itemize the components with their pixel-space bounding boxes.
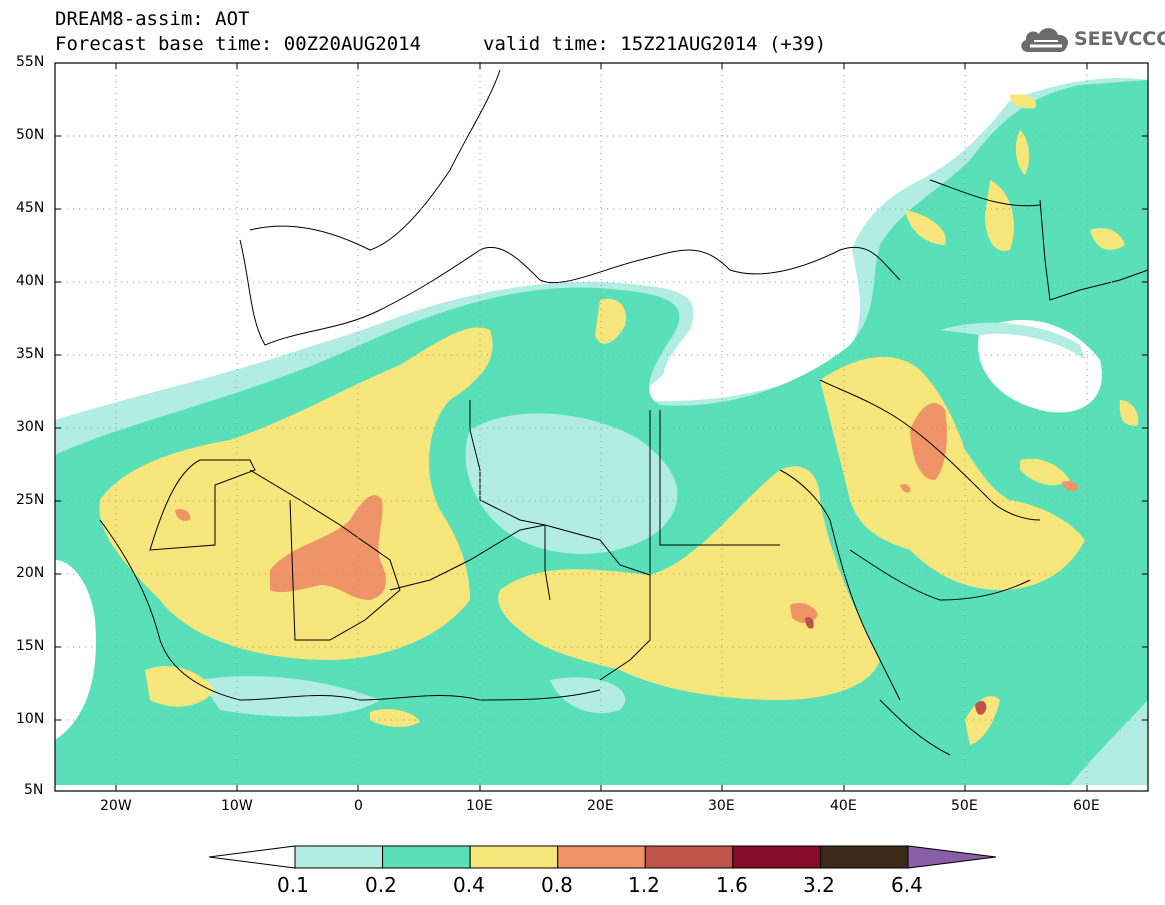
country-borders: [99, 69, 1148, 756]
colorbar-label-1-6: 1.6: [716, 873, 748, 897]
cloud-logo-icon: [1021, 28, 1069, 52]
colorbar-segment-5: [732, 845, 821, 869]
lon-label-30e: 30E: [708, 798, 735, 814]
logo-text: SEEVCCC: [1074, 28, 1165, 50]
colorbar-segment-0: [294, 845, 384, 869]
colorbar-segment-6: [819, 845, 909, 869]
colorbar-segment-4: [644, 845, 734, 869]
colorbar-label-0-4: 0.4: [453, 873, 485, 897]
colorbar-segment-1: [382, 845, 471, 869]
colorbar-label-6-4: 6.4: [891, 873, 923, 897]
aot-contour-0-4: [99, 94, 1139, 745]
map-title: DREAM8-assim: AOT: [55, 8, 250, 30]
aot-contour-1-2: [805, 617, 987, 715]
lat-label-30n: 30N: [16, 419, 45, 435]
lat-label-5n: 5N: [24, 782, 44, 798]
seevccc-logo: SEEVCCC: [1018, 22, 1165, 58]
lon-label-10w: 10W: [221, 798, 253, 814]
colorbar: [208, 845, 997, 869]
colorbar-over-triangle: [907, 845, 997, 869]
lat-label-50n: 50N: [16, 127, 45, 143]
lat-label-15n: 15N: [16, 638, 45, 654]
colorbar-label-0-2: 0.2: [365, 873, 397, 897]
forecast-base-time: Forecast base time: 00Z20AUG2014: [55, 33, 422, 55]
lat-label-25n: 25N: [16, 492, 45, 508]
lon-label-20e: 20E: [587, 798, 614, 814]
axis-ticks: [55, 62, 1148, 792]
lat-label-20n: 20N: [16, 565, 45, 581]
colorbar-label-0-1: 0.1: [277, 873, 309, 897]
colorbar-segment-3: [557, 845, 646, 869]
lon-label-40e: 40E: [830, 798, 857, 814]
colorbar-under-triangle: [208, 845, 296, 869]
lat-label-10n: 10N: [16, 711, 45, 727]
lon-label-50e: 50E: [951, 798, 978, 814]
lat-label-45n: 45N: [16, 200, 45, 216]
lon-label-10e: 10E: [466, 798, 493, 814]
colorbar-label-1-2: 1.2: [628, 873, 660, 897]
valid-time: valid time: 15Z21AUG2014 (+39): [483, 33, 827, 55]
lon-label-0: 0: [354, 798, 363, 814]
lon-label-20w: 20W: [100, 798, 132, 814]
colorbar-label-3-2: 3.2: [803, 873, 835, 897]
lon-label-60e: 60E: [1073, 798, 1100, 814]
graticule: [55, 63, 1148, 791]
lat-label-40n: 40N: [16, 273, 45, 289]
lat-label-35n: 35N: [16, 346, 45, 362]
lat-label-55n: 55N: [16, 54, 45, 70]
colorbar-label-0-8: 0.8: [541, 873, 573, 897]
colorbar-segment-2: [469, 845, 559, 869]
